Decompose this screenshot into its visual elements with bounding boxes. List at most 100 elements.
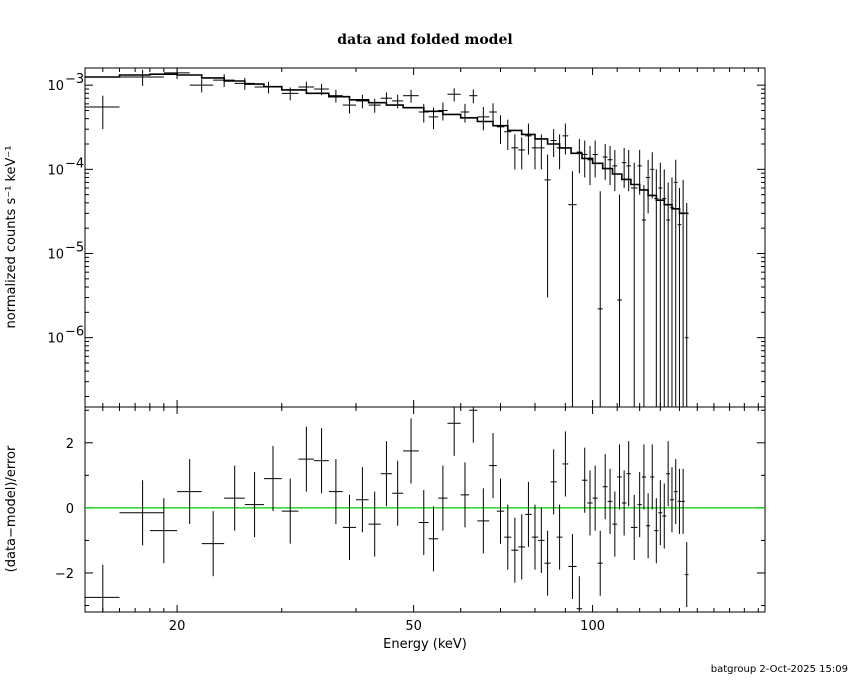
residual-point bbox=[621, 470, 627, 536]
data-point bbox=[189, 79, 214, 93]
data-point bbox=[556, 134, 563, 170]
y-tick-exponent: −5 bbox=[65, 240, 84, 255]
data-point bbox=[597, 191, 603, 407]
data-point bbox=[617, 194, 622, 407]
data-point bbox=[368, 98, 381, 113]
data-point bbox=[592, 140, 598, 178]
residual-point bbox=[646, 493, 651, 559]
data-point bbox=[602, 144, 608, 180]
y-tick-label: 2 bbox=[66, 437, 74, 452]
residual-point bbox=[650, 444, 655, 510]
data-point bbox=[342, 98, 357, 114]
data-point bbox=[418, 103, 429, 123]
data-point bbox=[658, 162, 663, 407]
residual-point bbox=[469, 407, 478, 443]
data-point bbox=[670, 177, 674, 407]
data-point bbox=[630, 162, 638, 407]
residual-point bbox=[576, 576, 583, 612]
residual-point bbox=[403, 418, 419, 484]
residual-point bbox=[224, 465, 245, 531]
x-tick-label: 100 bbox=[580, 619, 605, 634]
residual-point bbox=[684, 542, 689, 608]
residual-point bbox=[681, 468, 685, 534]
data-point bbox=[518, 137, 526, 170]
residual-point bbox=[525, 481, 532, 547]
data-point bbox=[550, 129, 557, 158]
residual-point bbox=[550, 449, 557, 515]
x-tick-label: 50 bbox=[405, 619, 422, 634]
data-point bbox=[511, 134, 519, 170]
residual-point bbox=[392, 460, 404, 526]
residual-point bbox=[244, 472, 264, 538]
residual-point bbox=[447, 407, 461, 456]
residual-point bbox=[626, 441, 631, 507]
residual-point bbox=[630, 494, 638, 560]
data-point bbox=[428, 107, 439, 130]
data-point bbox=[677, 188, 682, 407]
residual-point bbox=[511, 517, 519, 583]
bottom-plot-frame bbox=[84, 406, 766, 613]
data-point bbox=[650, 152, 655, 199]
data-point bbox=[489, 103, 497, 124]
data-point bbox=[673, 159, 678, 407]
footer-timestamp: batgroup 2-Oct-2025 15:09 bbox=[711, 664, 848, 675]
data-point bbox=[447, 88, 461, 102]
residual-point bbox=[587, 470, 593, 536]
y-tick-exponent: −3 bbox=[65, 72, 84, 87]
residual-point bbox=[568, 533, 577, 599]
residual-point bbox=[658, 480, 663, 546]
data-point bbox=[568, 171, 577, 407]
residual-point bbox=[641, 444, 647, 510]
data-point bbox=[496, 115, 505, 145]
residual-point bbox=[582, 447, 588, 513]
x-axis-label: Energy (keV) bbox=[383, 637, 467, 652]
residual-point bbox=[654, 498, 659, 564]
top-panel: 10−310−410−510−6 bbox=[47, 67, 766, 408]
data-point bbox=[582, 140, 588, 178]
chart-title: data and folded model bbox=[337, 32, 512, 48]
data-point bbox=[163, 68, 190, 80]
model-group bbox=[85, 73, 689, 215]
residual-point bbox=[438, 465, 448, 531]
y-tick-label: 10 bbox=[47, 247, 64, 262]
data-point bbox=[621, 147, 627, 189]
data-point bbox=[85, 95, 120, 130]
residual-point bbox=[460, 462, 470, 528]
residual-point bbox=[617, 444, 622, 510]
data-group bbox=[85, 68, 689, 407]
residual-point bbox=[677, 468, 682, 534]
residual-point bbox=[518, 514, 526, 580]
residual-point bbox=[85, 564, 120, 612]
data-point bbox=[356, 94, 369, 109]
data-point bbox=[213, 74, 235, 88]
y-tick-exponent: −6 bbox=[65, 325, 84, 340]
data-point bbox=[641, 185, 647, 407]
data-point bbox=[119, 69, 164, 86]
data-point bbox=[531, 134, 539, 170]
data-point bbox=[666, 182, 671, 407]
data-point bbox=[298, 81, 315, 94]
data-point bbox=[646, 159, 651, 214]
residual-point bbox=[673, 459, 678, 525]
y-tick-label: 10 bbox=[47, 332, 64, 347]
data-point bbox=[504, 119, 512, 150]
data-point bbox=[654, 169, 659, 407]
residual-point bbox=[201, 511, 225, 577]
data-point bbox=[525, 123, 532, 155]
residual-point bbox=[418, 489, 429, 556]
data-point bbox=[612, 149, 618, 192]
data-point bbox=[587, 145, 593, 186]
data-point bbox=[576, 138, 583, 174]
y-tick-label: −2 bbox=[55, 567, 74, 582]
data-point bbox=[469, 89, 478, 104]
data-point bbox=[438, 102, 448, 121]
data-point bbox=[403, 89, 419, 103]
residual-point bbox=[356, 467, 369, 533]
data-point bbox=[314, 83, 329, 96]
residual-point bbox=[328, 459, 343, 525]
data-point bbox=[538, 134, 545, 170]
residual-point bbox=[607, 468, 613, 534]
data-point bbox=[607, 145, 613, 186]
